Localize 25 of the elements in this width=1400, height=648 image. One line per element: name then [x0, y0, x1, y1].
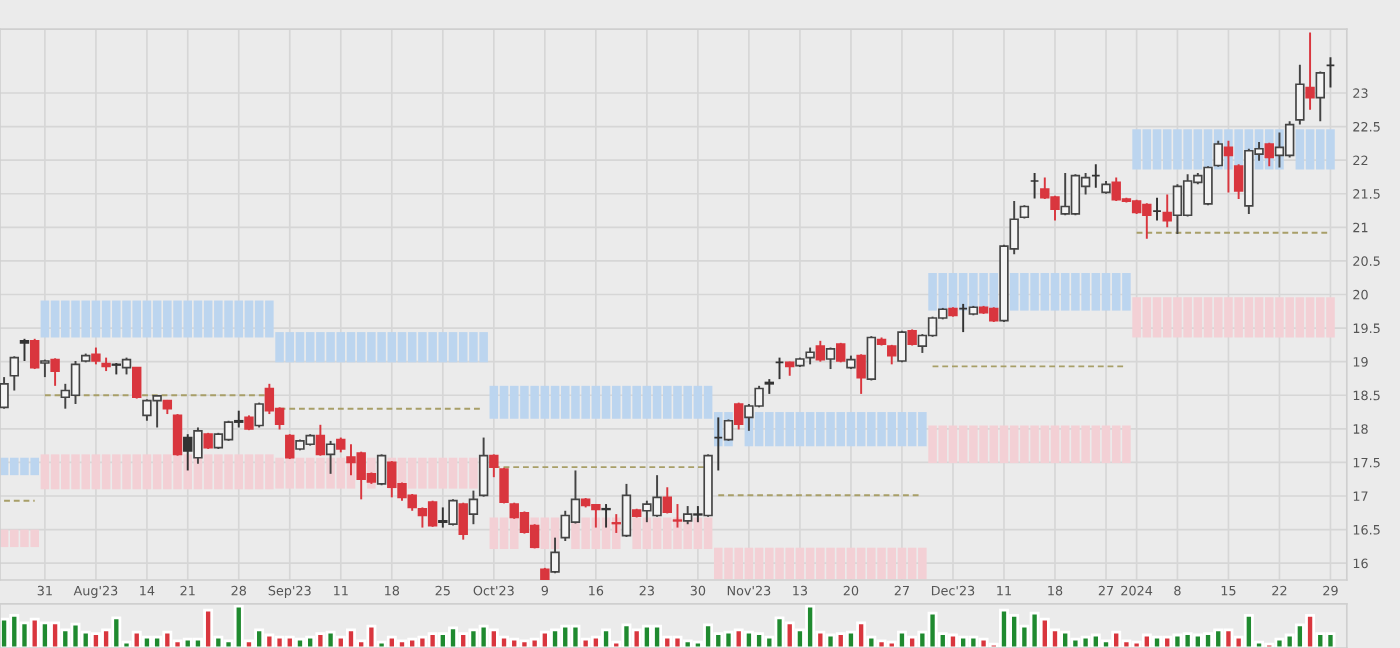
candlestick	[448, 498, 458, 527]
candlestick	[50, 357, 60, 387]
candlestick	[468, 489, 479, 526]
candlestick	[733, 401, 744, 431]
candlestick	[458, 501, 468, 541]
candlestick	[0, 376, 9, 410]
candlestick	[315, 423, 326, 457]
candlestick	[29, 337, 40, 371]
candlestick	[1295, 63, 1305, 126]
candlestick	[866, 335, 877, 382]
candlestick	[9, 355, 19, 392]
candlestick	[1305, 31, 1315, 111]
candlestick	[376, 453, 387, 487]
candlestick	[132, 366, 142, 400]
candlestick	[478, 436, 489, 498]
candlestick	[815, 339, 826, 363]
candlestick	[489, 453, 499, 479]
candlestick	[621, 482, 632, 538]
candlestick	[254, 401, 264, 429]
candlestick	[1162, 193, 1172, 229]
candlestick	[438, 506, 448, 529]
candlestick	[662, 486, 672, 515]
candlestick	[1315, 70, 1325, 123]
candlestick	[856, 353, 866, 395]
candlestick	[19, 337, 30, 362]
